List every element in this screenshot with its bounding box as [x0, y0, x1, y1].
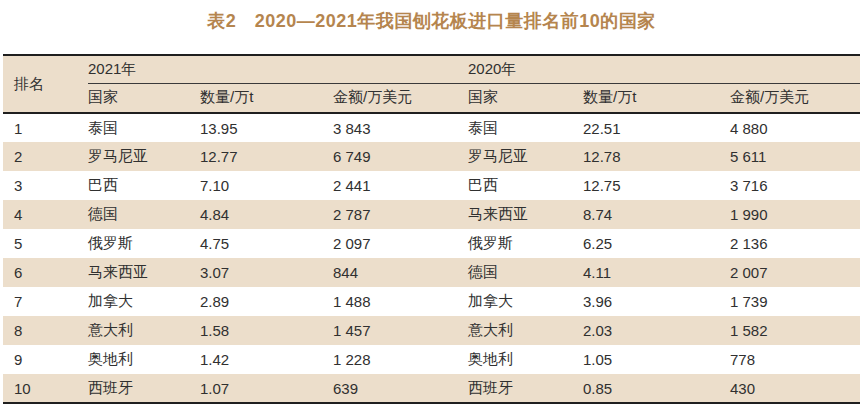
rank-cell: 1 [3, 113, 88, 142]
amount-cell-2020: 2 007 [730, 258, 860, 287]
country-cell-2020: 加拿大 [468, 287, 583, 316]
table-row: 2罗马尼亚12.776 749罗马尼亚12.785 611 [3, 142, 860, 171]
country-cell-2020: 意大利 [468, 316, 583, 345]
table-row: 3巴西7.102 441巴西12.753 716 [3, 171, 860, 200]
rank-cell: 5 [3, 229, 88, 258]
quantity-cell-2021: 1.07 [200, 374, 333, 403]
amount-header-2021: 金额/万美元 [333, 83, 468, 113]
quantity-cell-2020: 8.74 [583, 200, 730, 229]
table-title: 表2 2020—2021年我国刨花板进口量排名前10的国家 [0, 0, 863, 33]
amount-cell-2021: 2 441 [333, 171, 468, 200]
table-row: 1泰国13.953 843泰国22.514 880 [3, 113, 860, 142]
table-header: 排名 2021年 2020年 国家 数量/万t 金额/万美元 国家 数量/万t … [3, 55, 860, 113]
column-header-row: 国家 数量/万t 金额/万美元 国家 数量/万t 金额/万美元 [3, 83, 860, 113]
amount-cell-2020: 778 [730, 345, 860, 374]
amount-cell-2021: 1 457 [333, 316, 468, 345]
quantity-cell-2020: 0.85 [583, 374, 730, 403]
table-row: 6马来西亚3.07844德国4.112 007 [3, 258, 860, 287]
rank-cell: 6 [3, 258, 88, 287]
country-cell-2020: 俄罗斯 [468, 229, 583, 258]
table-row: 8意大利1.581 457意大利2.031 582 [3, 316, 860, 345]
country-cell-2021: 德国 [88, 200, 200, 229]
rank-cell: 10 [3, 374, 88, 403]
amount-cell-2021: 2 097 [333, 229, 468, 258]
country-header-2021: 国家 [88, 83, 200, 113]
year-2021-header: 2021年 [88, 55, 468, 83]
amount-cell-2021: 639 [333, 374, 468, 403]
quantity-cell-2020: 1.05 [583, 345, 730, 374]
quantity-cell-2021: 2.89 [200, 287, 333, 316]
quantity-cell-2020: 12.78 [583, 142, 730, 171]
amount-cell-2020: 5 611 [730, 142, 860, 171]
country-cell-2021: 巴西 [88, 171, 200, 200]
rank-cell: 9 [3, 345, 88, 374]
rank-cell: 7 [3, 287, 88, 316]
rank-cell: 3 [3, 171, 88, 200]
rank-cell: 8 [3, 316, 88, 345]
amount-cell-2021: 3 843 [333, 113, 468, 142]
amount-cell-2020: 2 136 [730, 229, 860, 258]
country-cell-2020: 奥地利 [468, 345, 583, 374]
amount-cell-2021: 844 [333, 258, 468, 287]
country-cell-2020: 泰国 [468, 113, 583, 142]
amount-cell-2020: 3 716 [730, 171, 860, 200]
table-row: 7加拿大2.891 488加拿大3.961 739 [3, 287, 860, 316]
country-cell-2020: 巴西 [468, 171, 583, 200]
country-cell-2021: 马来西亚 [88, 258, 200, 287]
country-cell-2020: 西班牙 [468, 374, 583, 403]
quantity-cell-2021: 1.42 [200, 345, 333, 374]
country-cell-2020: 罗马尼亚 [468, 142, 583, 171]
country-cell-2021: 泰国 [88, 113, 200, 142]
amount-cell-2020: 1 990 [730, 200, 860, 229]
quantity-cell-2021: 7.10 [200, 171, 333, 200]
year-2020-header: 2020年 [468, 55, 860, 83]
table-row: 4德国4.842 787马来西亚8.741 990 [3, 200, 860, 229]
country-cell-2021: 奥地利 [88, 345, 200, 374]
country-cell-2021: 意大利 [88, 316, 200, 345]
country-header-2020: 国家 [468, 83, 583, 113]
rank-cell: 2 [3, 142, 88, 171]
amount-cell-2021: 1 488 [333, 287, 468, 316]
amount-header-2020: 金额/万美元 [730, 83, 860, 113]
amount-cell-2020: 1 582 [730, 316, 860, 345]
quantity-cell-2021: 4.84 [200, 200, 333, 229]
quantity-cell-2020: 2.03 [583, 316, 730, 345]
quantity-header-2021: 数量/万t [200, 83, 333, 113]
quantity-cell-2021: 4.75 [200, 229, 333, 258]
amount-cell-2021: 1 228 [333, 345, 468, 374]
quantity-cell-2020: 22.51 [583, 113, 730, 142]
quantity-cell-2020: 12.75 [583, 171, 730, 200]
amount-cell-2021: 6 749 [333, 142, 468, 171]
rank-cell: 4 [3, 200, 88, 229]
table-row: 9奥地利1.421 228奥地利1.05778 [3, 345, 860, 374]
quantity-cell-2020: 6.25 [583, 229, 730, 258]
amount-cell-2021: 2 787 [333, 200, 468, 229]
table-body: 1泰国13.953 843泰国22.514 8802罗马尼亚12.776 749… [3, 113, 860, 403]
country-cell-2020: 马来西亚 [468, 200, 583, 229]
quantity-cell-2021: 1.58 [200, 316, 333, 345]
country-cell-2020: 德国 [468, 258, 583, 287]
year-header-row: 排名 2021年 2020年 [3, 55, 860, 83]
table-row: 5俄罗斯4.752 097俄罗斯6.252 136 [3, 229, 860, 258]
amount-cell-2020: 4 880 [730, 113, 860, 142]
country-cell-2021: 俄罗斯 [88, 229, 200, 258]
quantity-cell-2020: 4.11 [583, 258, 730, 287]
quantity-cell-2021: 12.77 [200, 142, 333, 171]
amount-cell-2020: 1 739 [730, 287, 860, 316]
quantity-header-2020: 数量/万t [583, 83, 730, 113]
country-cell-2021: 西班牙 [88, 374, 200, 403]
quantity-cell-2021: 3.07 [200, 258, 333, 287]
import-table: 排名 2021年 2020年 国家 数量/万t 金额/万美元 国家 数量/万t … [3, 54, 860, 404]
quantity-cell-2021: 13.95 [200, 113, 333, 142]
table-row: 10西班牙1.07639西班牙0.85430 [3, 374, 860, 403]
page: 表2 2020—2021年我国刨花板进口量排名前10的国家 排名 2021年 2… [0, 0, 863, 420]
amount-cell-2020: 430 [730, 374, 860, 403]
rank-column-header: 排名 [3, 55, 88, 113]
country-cell-2021: 加拿大 [88, 287, 200, 316]
quantity-cell-2020: 3.96 [583, 287, 730, 316]
country-cell-2021: 罗马尼亚 [88, 142, 200, 171]
